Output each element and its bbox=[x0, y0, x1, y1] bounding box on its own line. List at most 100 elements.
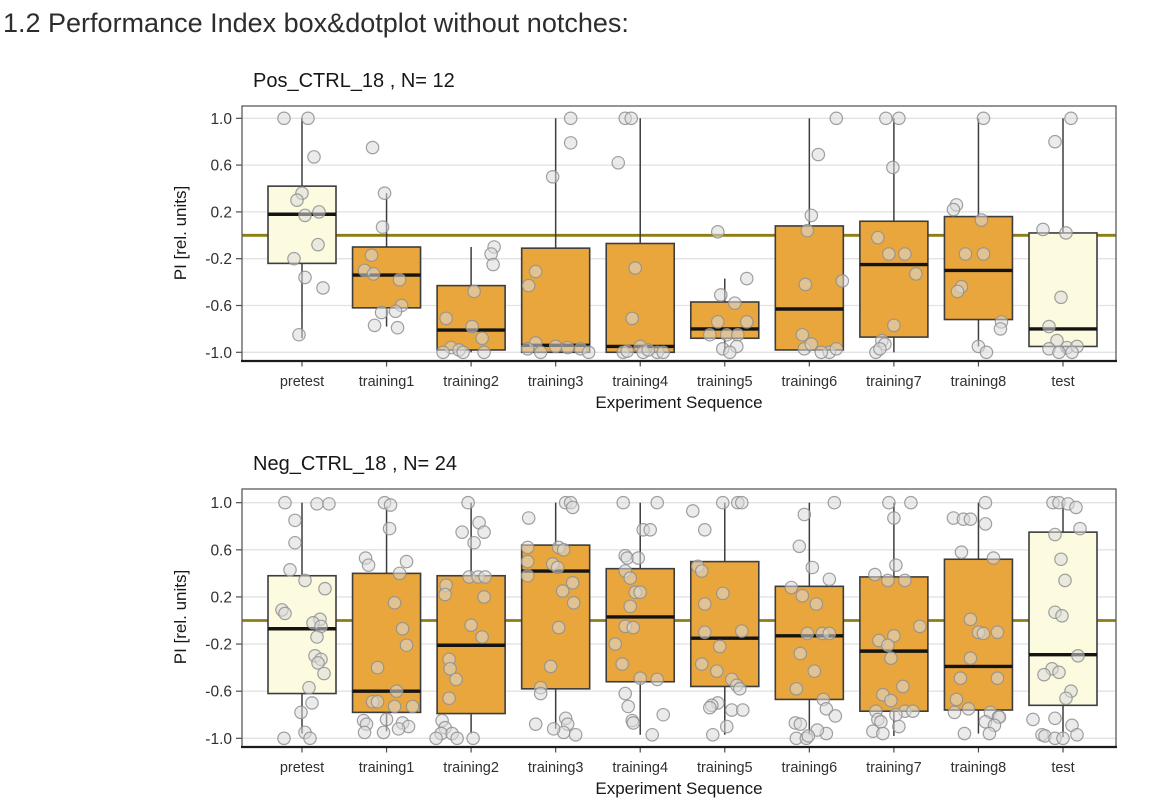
jitter-dot bbox=[882, 495, 896, 510]
jitter-dot bbox=[521, 278, 536, 293]
jitter-dot bbox=[455, 525, 469, 539]
jitter-dot bbox=[464, 618, 478, 633]
jitter-dot bbox=[954, 545, 969, 559]
jitter-dot bbox=[608, 637, 623, 651]
jitter-dot bbox=[312, 205, 326, 219]
y-tick-label: -0.2 bbox=[205, 637, 232, 654]
jitter-dot bbox=[283, 563, 297, 577]
jitter-dot bbox=[623, 599, 638, 614]
jitter-dot bbox=[1064, 111, 1078, 126]
jitter-dot bbox=[623, 571, 638, 585]
jitter-dot bbox=[533, 345, 548, 360]
box-training2 bbox=[429, 495, 506, 746]
jitter-dot bbox=[963, 612, 978, 627]
jitter-dot bbox=[551, 620, 566, 635]
jitter-dot bbox=[520, 568, 535, 583]
jitter-dot bbox=[990, 625, 1005, 640]
jitter-dot bbox=[892, 719, 906, 734]
jitter-dot bbox=[290, 193, 304, 207]
jitter-dot bbox=[1048, 711, 1062, 726]
jitter-dot bbox=[1071, 649, 1085, 663]
box-test bbox=[1028, 111, 1098, 360]
jitter-dot bbox=[835, 274, 850, 288]
jitter-dot bbox=[439, 311, 453, 326]
jitter-dot bbox=[443, 661, 457, 676]
jitter-dot bbox=[298, 208, 312, 223]
x-tick-label-training4: training4 bbox=[612, 760, 668, 776]
jitter-dot bbox=[461, 495, 475, 510]
jitter-dot bbox=[566, 596, 581, 610]
jitter-dot bbox=[1056, 731, 1070, 746]
box-training3 bbox=[520, 495, 591, 742]
jitter-dot bbox=[543, 659, 558, 674]
jitter-dot bbox=[370, 660, 385, 675]
jitter-dot bbox=[889, 707, 903, 722]
jitter-dot bbox=[528, 717, 543, 731]
jitter-dot bbox=[828, 709, 843, 723]
jitter-dot bbox=[789, 682, 804, 696]
jitter-dot bbox=[442, 691, 456, 706]
jitter-dot bbox=[399, 638, 414, 653]
x-tick-label-training6: training6 bbox=[782, 374, 838, 390]
jitter-dot bbox=[876, 726, 890, 741]
jitter-dot bbox=[697, 522, 712, 537]
jitter-dot bbox=[565, 576, 580, 590]
jitter-dot bbox=[618, 686, 633, 701]
iqr-box bbox=[774, 585, 845, 701]
jitter-dot bbox=[545, 170, 560, 184]
jitter-dot bbox=[316, 281, 330, 295]
jitter-dot bbox=[898, 247, 912, 261]
jitter-dot bbox=[978, 495, 993, 510]
jitter-dot bbox=[311, 237, 325, 252]
jitter-dot bbox=[382, 521, 397, 536]
jitter-dot bbox=[390, 320, 405, 335]
y-tick-label: -1.0 bbox=[205, 345, 232, 362]
jitter-dot bbox=[713, 288, 728, 302]
box-training2 bbox=[436, 240, 506, 360]
jitter-dot bbox=[1054, 552, 1068, 567]
x-tick-label-training6: training6 bbox=[782, 760, 838, 776]
jitter-dot bbox=[979, 345, 994, 360]
iqr-box bbox=[605, 242, 676, 354]
jitter-dot bbox=[734, 624, 749, 638]
jitter-dot bbox=[1065, 345, 1079, 360]
jitter-dot bbox=[801, 729, 816, 743]
jitter-dot bbox=[719, 719, 734, 734]
jitter-dot bbox=[633, 585, 648, 600]
x-tick-label-training5: training5 bbox=[697, 374, 753, 390]
jitter-dot bbox=[797, 507, 812, 522]
jitter-dot bbox=[974, 213, 989, 227]
x-tick-label-pretest: pretest bbox=[280, 760, 324, 776]
jitter-dot bbox=[868, 567, 882, 582]
jitter-dot bbox=[466, 731, 480, 746]
jitter-dot bbox=[302, 680, 316, 695]
jitter-dot bbox=[560, 340, 575, 355]
jitter-dot bbox=[1026, 712, 1040, 727]
jitter-dot bbox=[805, 560, 820, 575]
jitter-dot bbox=[982, 726, 997, 741]
y-tick-label: -0.2 bbox=[205, 251, 232, 268]
jitter-dot bbox=[643, 522, 658, 537]
y-tick-label: 1.0 bbox=[210, 495, 232, 512]
jitter-dot bbox=[456, 345, 470, 360]
jitter-dot bbox=[1048, 134, 1062, 149]
box-pretest bbox=[267, 495, 337, 746]
jitter-dot bbox=[556, 543, 571, 557]
jitter-dot bbox=[990, 671, 1005, 686]
jitter-dot bbox=[392, 566, 407, 581]
jitter-dot bbox=[795, 588, 810, 603]
box-training6 bbox=[774, 111, 850, 360]
jitter-dot bbox=[277, 731, 291, 746]
jitter-dot bbox=[739, 315, 754, 329]
x-axis-title-top: Experiment Sequence bbox=[595, 393, 763, 412]
jitter-dot bbox=[383, 498, 398, 512]
box-training5 bbox=[689, 224, 760, 360]
jitter-dot bbox=[727, 296, 742, 310]
jitter-dot bbox=[656, 345, 671, 360]
jitter-dot bbox=[550, 560, 565, 575]
jitter-dot bbox=[887, 629, 901, 643]
x-tick-label-training1: training1 bbox=[359, 374, 415, 390]
jitter-dot bbox=[548, 339, 563, 354]
jitter-dot bbox=[730, 327, 745, 342]
jitter-dot bbox=[376, 725, 391, 740]
